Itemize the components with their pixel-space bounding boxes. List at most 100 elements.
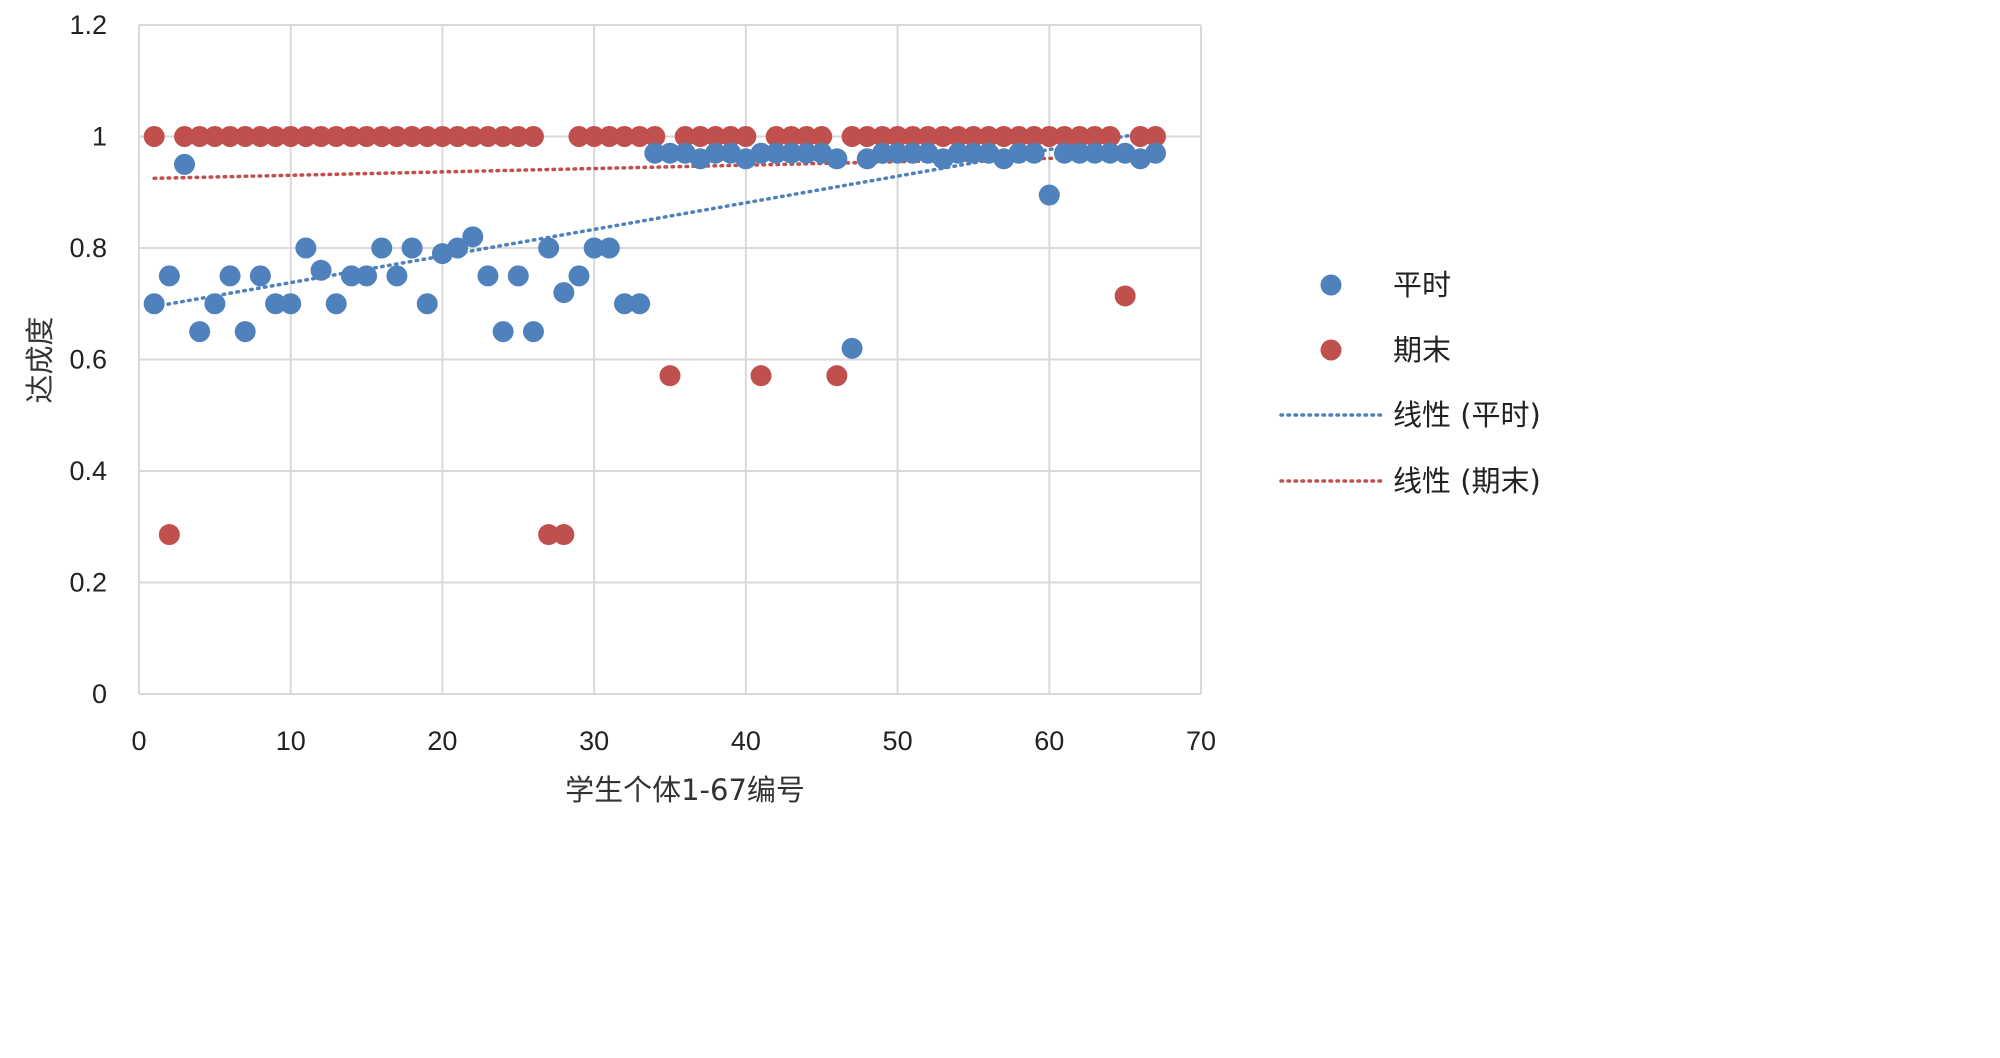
data-point	[583, 237, 605, 259]
data-point	[705, 142, 727, 164]
data-point	[1084, 142, 1106, 164]
legend-label: 期末	[1393, 333, 1451, 367]
data-point	[189, 126, 211, 147]
data-point	[234, 321, 256, 343]
x-tick-label: 20	[427, 726, 457, 756]
data-point	[644, 126, 666, 147]
axes: 0 0.2 0.4 0.6 0.8 1 1.2 0 10 20 30 40 50 60 70	[69, 10, 1216, 756]
data-point	[887, 142, 909, 164]
data-point	[1023, 142, 1045, 164]
legend-label: 平时	[1393, 268, 1451, 302]
data-point	[780, 142, 802, 164]
data-point	[295, 126, 317, 147]
x-axis-title: 学生个体1-67编号	[565, 773, 805, 807]
data-point	[265, 293, 287, 315]
data-point	[750, 365, 772, 387]
data-point	[659, 142, 681, 164]
data-point	[932, 126, 954, 147]
x-tick-label: 10	[276, 726, 306, 756]
data-point	[796, 142, 818, 164]
data-point	[1069, 126, 1091, 147]
data-point	[204, 293, 226, 315]
data-point	[416, 126, 438, 147]
data-point	[796, 126, 818, 147]
data-point	[401, 126, 423, 147]
data-point	[947, 142, 969, 164]
data-point	[644, 142, 666, 164]
data-point	[1023, 126, 1045, 147]
data-point	[401, 237, 423, 259]
data-point	[280, 293, 302, 315]
data-point	[841, 126, 863, 147]
data-point	[705, 126, 727, 147]
data-point	[1053, 142, 1075, 164]
data-point	[887, 126, 909, 147]
data-point	[917, 126, 939, 147]
data-point	[583, 126, 605, 147]
data-point	[553, 524, 575, 546]
data-point	[993, 126, 1015, 147]
data-point	[613, 126, 635, 147]
data-point	[1069, 142, 1091, 164]
data-point	[871, 126, 893, 147]
data-point	[659, 365, 681, 387]
gridlines	[138, 24, 1202, 695]
data-point	[431, 126, 453, 147]
data-point	[598, 126, 620, 147]
legend-marker	[1320, 274, 1342, 296]
scatter-chart: 0 0.2 0.4 0.6 0.8 1 1.2 0 10 20 30 40 50 60 70 学生个体1-6…	[23, 10, 1541, 807]
data-point	[189, 321, 211, 343]
data-point	[158, 524, 180, 546]
data-point	[325, 126, 347, 147]
data-point	[902, 142, 924, 164]
data-point	[750, 142, 772, 164]
data-point	[902, 126, 924, 147]
data-point	[598, 237, 620, 259]
data-point	[310, 126, 332, 147]
y-tick-label: 0.6	[69, 345, 107, 375]
data-point	[386, 126, 408, 147]
data-point	[477, 126, 499, 147]
y-tick-label: 0.4	[69, 456, 107, 486]
x-tick-label: 60	[1034, 726, 1064, 756]
data-point	[143, 126, 165, 147]
data-point	[629, 293, 651, 315]
data-point	[629, 126, 651, 147]
x-tick-label: 30	[579, 726, 609, 756]
data-point	[735, 126, 757, 147]
data-point	[1038, 184, 1060, 206]
data-point	[371, 126, 393, 147]
x-tick-label: 70	[1186, 726, 1216, 756]
data-point	[174, 153, 196, 175]
x-tick-label: 40	[731, 726, 761, 756]
y-tick-label: 1	[92, 122, 107, 152]
data-point	[280, 126, 302, 147]
chart-container: 0 0.2 0.4 0.6 0.8 1 1.2 0 10 20 30 40 50 60 70 学生个体1-6…	[23, 10, 1541, 807]
data-point	[447, 126, 469, 147]
data-point	[568, 265, 590, 287]
legend-marker	[1320, 339, 1342, 361]
data-point	[1099, 126, 1121, 147]
data-point	[1129, 126, 1151, 147]
data-point	[249, 126, 271, 147]
y-tick-label: 0.8	[69, 233, 107, 263]
data-point	[1084, 126, 1106, 147]
data-point	[310, 259, 332, 281]
data-point	[174, 126, 196, 147]
y-tick-label: 0.2	[69, 568, 107, 598]
data-point	[947, 126, 969, 147]
data-point	[1008, 126, 1030, 147]
data-point	[826, 365, 848, 387]
legend-label: 线性 (平时)	[1393, 398, 1541, 432]
data-point	[962, 126, 984, 147]
data-point	[962, 142, 984, 164]
data-point	[158, 265, 180, 287]
data-point	[249, 265, 271, 287]
data-point	[674, 126, 696, 147]
data-point	[689, 126, 711, 147]
data-point	[522, 321, 544, 343]
data-point	[978, 126, 1000, 147]
data-point	[871, 142, 893, 164]
data-point	[371, 237, 393, 259]
